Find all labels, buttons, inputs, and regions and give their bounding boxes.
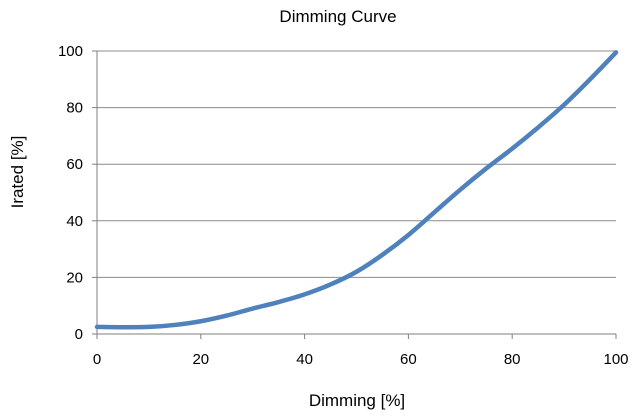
x-tick-label-40: 40 — [296, 351, 313, 368]
x-tick-label-80: 80 — [504, 351, 521, 368]
y-tick-label-0: 0 — [75, 326, 83, 343]
axes — [92, 50, 617, 339]
x-tick-label-0: 0 — [93, 351, 101, 368]
y-tick-label-80: 80 — [66, 100, 83, 117]
y-tick-label-20: 20 — [66, 269, 83, 286]
x-tick-label-60: 60 — [400, 351, 417, 368]
y-tick-label-40: 40 — [66, 213, 83, 230]
y-tick-labels: 0 20 40 60 80 100 — [58, 43, 83, 343]
series-layer — [94, 50, 619, 330]
y-axis-label: Irated [%] — [8, 136, 27, 209]
x-tick-label-100: 100 — [603, 351, 628, 368]
y-tick-label-100: 100 — [58, 43, 83, 60]
x-tick-label-20: 20 — [192, 351, 209, 368]
chart-title: Dimming Curve — [279, 7, 396, 26]
series-line-0 — [94, 50, 619, 330]
gridlines — [97, 50, 616, 278]
y-tick-label-60: 60 — [66, 156, 83, 173]
x-axis-label: Dimming [%] — [309, 391, 405, 410]
x-tick-labels: 0 20 40 60 80 100 — [93, 351, 629, 368]
